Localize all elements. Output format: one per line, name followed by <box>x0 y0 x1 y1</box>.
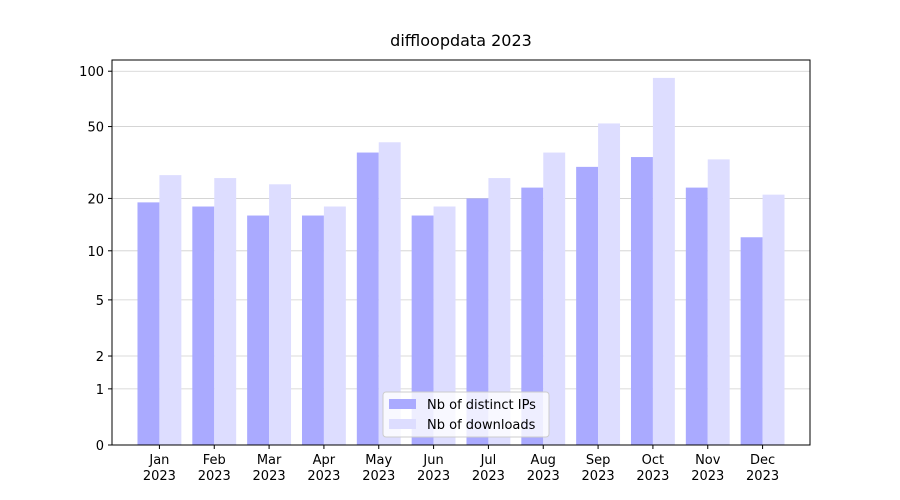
bar <box>411 215 434 445</box>
bar <box>630 157 653 445</box>
legend-box <box>382 391 550 438</box>
x-tick-label: Jan 2023 <box>142 453 176 484</box>
bar <box>301 215 324 445</box>
legend-swatch <box>389 399 416 409</box>
bar <box>652 77 675 445</box>
bar <box>323 206 346 445</box>
y-tick-label: 50 <box>87 121 104 136</box>
x-tick-label: Dec 2023 <box>746 453 780 484</box>
x-tick-label: Feb 2023 <box>197 453 231 484</box>
bar <box>707 159 730 445</box>
bar <box>685 187 708 445</box>
y-tick-label: 1 <box>96 383 104 398</box>
bar <box>159 175 182 445</box>
y-tick-label: 5 <box>96 294 104 309</box>
x-tick-label: Mar 2023 <box>252 453 286 484</box>
x-tick-label: Apr 2023 <box>307 453 341 484</box>
bar <box>543 152 566 446</box>
plot-frame <box>111 59 811 446</box>
legend-label: Nb of distinct IPs <box>427 398 536 413</box>
legend-label: Nb of downloads <box>427 418 536 433</box>
bar <box>192 206 215 445</box>
bar <box>466 198 489 445</box>
x-tick-label: May 2023 <box>362 453 396 484</box>
x-tick-label: Jun 2023 <box>417 453 451 484</box>
x-tick-label: Aug 2023 <box>526 453 560 484</box>
y-tick-label: 2 <box>96 350 104 365</box>
x-tick-label: Jul 2023 <box>471 453 505 484</box>
bar <box>521 187 544 445</box>
bar <box>378 142 401 446</box>
bar <box>433 206 456 445</box>
y-tick-label: 0 <box>96 439 104 454</box>
y-tick-label: 20 <box>87 192 104 207</box>
x-tick-label: Nov 2023 <box>691 453 725 484</box>
bar <box>214 178 237 446</box>
bar <box>762 194 785 445</box>
legend: Nb of distinct IPs Nb of downloads <box>382 391 550 438</box>
x-tick-label: Sep 2023 <box>581 453 615 484</box>
bar <box>598 123 621 446</box>
y-tick-label: 100 <box>79 65 104 80</box>
bar <box>488 178 511 446</box>
bar <box>269 184 292 445</box>
x-tick-label: Oct 2023 <box>636 453 670 484</box>
bar <box>576 166 599 445</box>
bar <box>740 237 763 445</box>
chart-title: diffloopdata 2023 <box>390 31 532 50</box>
legend-swatch <box>389 419 416 429</box>
bar <box>247 215 270 445</box>
bar <box>356 152 379 446</box>
bar <box>137 202 160 445</box>
y-tick-label: 10 <box>87 245 104 260</box>
